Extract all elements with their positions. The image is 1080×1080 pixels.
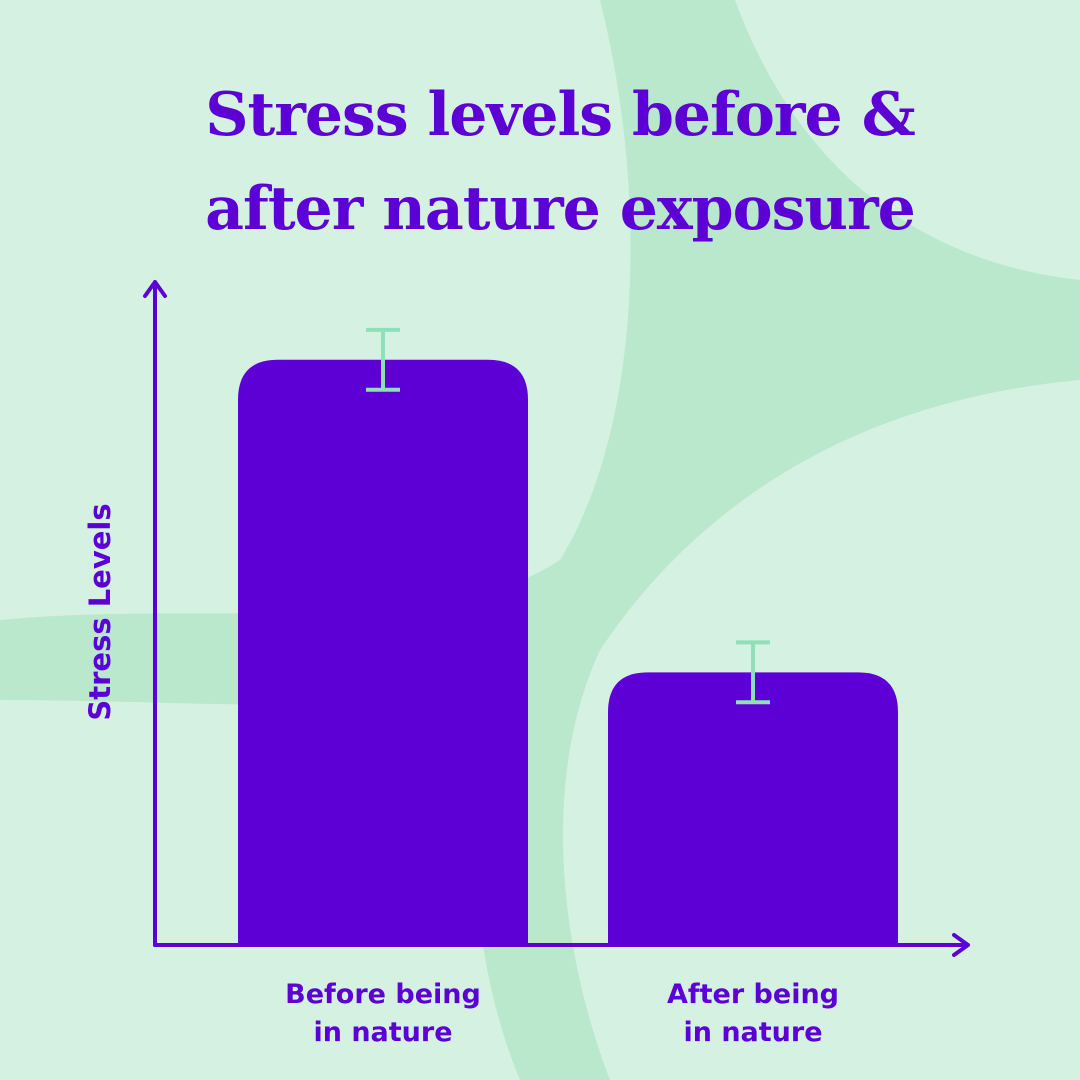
chart-title: Stress levels before & after nature expo…	[205, 80, 916, 244]
bar	[238, 359, 528, 945]
x-tick-label: After being in nature	[666, 979, 840, 1048]
plot-area	[238, 327, 898, 945]
x-tick-label: Before being in nature	[285, 979, 481, 1048]
error-bar	[366, 327, 400, 392]
bar	[608, 672, 898, 945]
error-bar	[736, 640, 770, 705]
y-axis	[143, 280, 167, 947]
axes	[143, 280, 970, 957]
y-axis-label: Stress Levels	[83, 503, 117, 721]
x-axis	[153, 933, 970, 957]
